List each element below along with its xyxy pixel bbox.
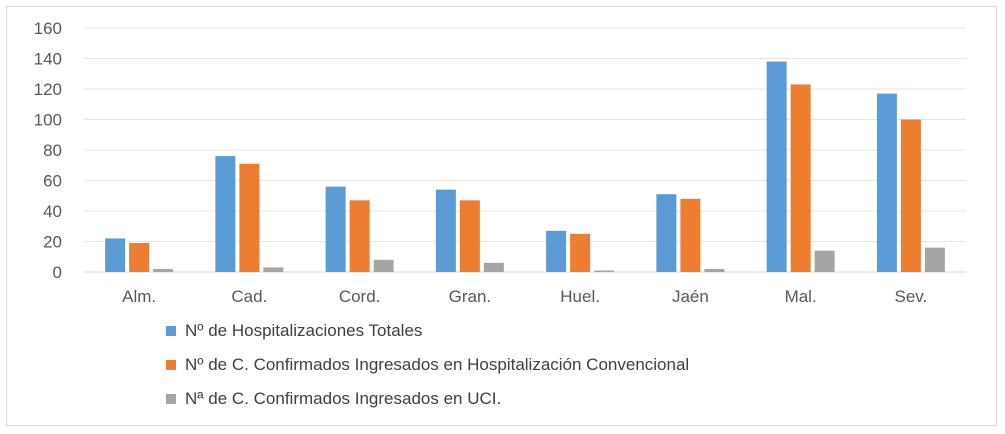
bar-2-6: [680, 198, 701, 272]
legend-label: Nª de C. Confirmados Ingresados en UCI.: [185, 389, 501, 408]
y-axis-ticks: 0 20 40 60 80 100 120 140 160: [34, 19, 62, 282]
bar-1-8: [876, 93, 897, 272]
x-tick-label: Sev.: [894, 287, 927, 306]
chart-frame: [6, 6, 997, 426]
legend-label: Nº de C. Confirmados Ingresados en Hospi…: [185, 355, 689, 374]
y-tick-label: 0: [53, 263, 62, 282]
legend: Nº de Hospitalizaciones Totales Nº de C. …: [166, 321, 689, 408]
bar-3-1: [153, 268, 174, 272]
legend-swatch: [166, 394, 176, 404]
bar-3-6: [704, 268, 725, 272]
bar-2-8: [900, 119, 921, 272]
bar-1-5: [546, 230, 567, 272]
bar-3-2: [263, 267, 284, 272]
y-tick-label: 80: [43, 141, 62, 160]
y-tick-label: 60: [43, 172, 62, 191]
bar-3-7: [814, 250, 835, 272]
y-tick-label: 100: [34, 111, 62, 130]
bar-2-1: [129, 243, 150, 272]
bar-3-8: [924, 247, 945, 272]
bar-1-1: [105, 238, 126, 272]
bar-2-2: [239, 163, 260, 272]
x-tick-label: Cad.: [231, 287, 267, 306]
bar-1-7: [766, 61, 787, 272]
x-tick-label: Huel.: [560, 287, 600, 306]
bar-1-4: [435, 189, 456, 272]
bars: [105, 61, 945, 272]
x-tick-label: Mal.: [785, 287, 817, 306]
y-tick-label: 160: [34, 19, 62, 38]
bar-2-3: [349, 200, 370, 272]
y-tick-label: 140: [34, 50, 62, 69]
x-tick-label: Cord.: [339, 287, 381, 306]
bar-1-3: [325, 186, 346, 272]
x-tick-label: Gran.: [449, 287, 492, 306]
x-axis-ticks: Alm. Cad. Cord. Gran. Huel. Jaén Mal. Sev.: [122, 287, 927, 306]
bar-2-4: [459, 200, 480, 272]
x-tick-label: Alm.: [122, 287, 156, 306]
legend-swatch: [166, 360, 176, 370]
x-tick-label: Jaén: [672, 287, 709, 306]
bar-2-5: [570, 233, 591, 272]
y-tick-label: 120: [34, 80, 62, 99]
bar-3-4: [483, 262, 504, 272]
bar-1-6: [656, 194, 677, 272]
bar-3-5: [594, 270, 615, 272]
bar-1-2: [215, 156, 236, 272]
legend-label: Nº de Hospitalizaciones Totales: [185, 321, 422, 340]
legend-swatch: [166, 326, 176, 336]
y-tick-label: 20: [43, 233, 62, 252]
bar-2-7: [790, 84, 811, 272]
y-tick-label: 40: [43, 202, 62, 221]
bar-3-3: [373, 259, 394, 272]
